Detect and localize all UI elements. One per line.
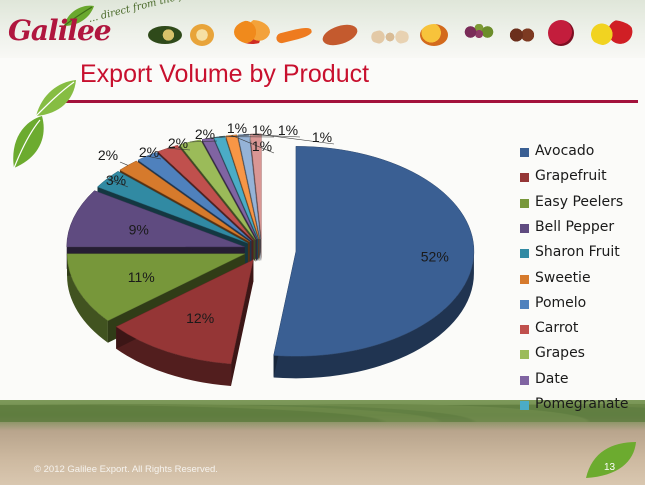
pie-slice-other-11 xyxy=(225,134,260,240)
label-leader-line xyxy=(231,134,275,154)
pie-slice-grapefruit xyxy=(115,259,254,365)
legend-label: Grapefruit xyxy=(535,168,607,185)
pie-data-label: 52% xyxy=(421,248,449,264)
leaves-icon xyxy=(13,80,76,169)
oranges-icon xyxy=(234,20,270,44)
legend-swatch xyxy=(520,223,529,233)
logo-wordmark: Galilee xyxy=(8,14,112,47)
pie-data-label: 1% xyxy=(278,122,298,138)
eggs-icon xyxy=(370,30,410,44)
legend-swatch xyxy=(520,325,529,335)
legend-swatch xyxy=(520,299,529,309)
legend-swatch xyxy=(520,401,529,410)
legend-label: Carrot xyxy=(535,320,579,337)
legend-label: Date xyxy=(535,370,569,387)
label-leader-line xyxy=(119,161,128,166)
pie-data-label: 2% xyxy=(98,147,118,163)
label-leader-line xyxy=(146,155,162,160)
pie-data-label: 2% xyxy=(195,126,215,142)
legend-label: Avocado xyxy=(535,143,595,159)
pie-slice-edge xyxy=(231,259,254,386)
legend-label: Sweetie xyxy=(535,269,591,286)
legend-label: Easy Peelers xyxy=(535,193,624,210)
legend-label: Bell Pepper xyxy=(535,218,615,235)
page-title: Export Volume by Product xyxy=(80,60,370,88)
copyright-text: © 2012 Galilee Export. All Rights Reserv… xyxy=(34,464,218,475)
pie-data-label: 1% xyxy=(252,138,272,154)
grapefruit-icon xyxy=(190,24,214,46)
pie-data-label: 1% xyxy=(312,129,332,145)
pomegranate-icon xyxy=(548,20,574,46)
label-leader-line xyxy=(255,133,335,145)
page-badge-leaf-icon xyxy=(586,442,636,478)
tree-line xyxy=(0,392,645,422)
label-leader-line xyxy=(167,147,191,151)
pie-slice-bell-pepper xyxy=(66,190,245,248)
legend-label: Pomegranate xyxy=(535,396,629,412)
peppers-icon xyxy=(588,20,634,46)
pie-slice-side xyxy=(273,251,474,379)
legend-swatch xyxy=(520,148,529,157)
pie-data-label: 3% xyxy=(106,172,126,188)
avocado-icon xyxy=(148,26,182,44)
legend-swatch xyxy=(520,350,529,360)
pie-data-label: 2% xyxy=(168,135,188,151)
legend-swatch xyxy=(520,274,529,284)
legend-swatch xyxy=(520,249,529,259)
pie-data-label: 12% xyxy=(186,310,214,326)
pie-slice-date xyxy=(201,137,258,240)
pie-data-label: 1% xyxy=(227,120,247,136)
legend-swatch xyxy=(520,375,529,385)
pie-slice-side xyxy=(116,326,232,386)
pie-tops xyxy=(66,133,475,365)
page-number: 13 xyxy=(604,462,616,473)
legend-label: Grapes xyxy=(535,345,585,362)
title-divider xyxy=(60,100,638,103)
legend-label: Pomelo xyxy=(535,294,587,311)
grapes-icon xyxy=(462,24,496,44)
header-banner xyxy=(0,0,645,58)
pie-labels: 52%12%11%9%3%2% 2%2%2% 1% 1%1%1% 1% xyxy=(98,120,449,326)
pie-data-label: 11% xyxy=(128,269,155,285)
pie-slice-pomelo xyxy=(137,152,252,242)
pie-slice-other-12 xyxy=(237,133,261,239)
leaf-icon xyxy=(63,5,94,27)
pie-data-label: 9% xyxy=(129,222,149,238)
label-leader-line xyxy=(189,140,218,143)
legend-swatch xyxy=(520,198,529,208)
label-leader-line xyxy=(107,178,129,188)
pie-slice-avocado xyxy=(273,146,475,357)
pie-slice-sweetie xyxy=(119,160,250,243)
legend-label: Sharon Fruit xyxy=(535,244,620,261)
pie-slice-easy-peelers xyxy=(66,253,246,321)
legend-swatch xyxy=(520,173,529,183)
mango-icon xyxy=(420,24,448,46)
dates-icon xyxy=(508,26,536,44)
pie-slice-side xyxy=(67,253,108,343)
pie-data-label: 2% xyxy=(139,144,159,160)
